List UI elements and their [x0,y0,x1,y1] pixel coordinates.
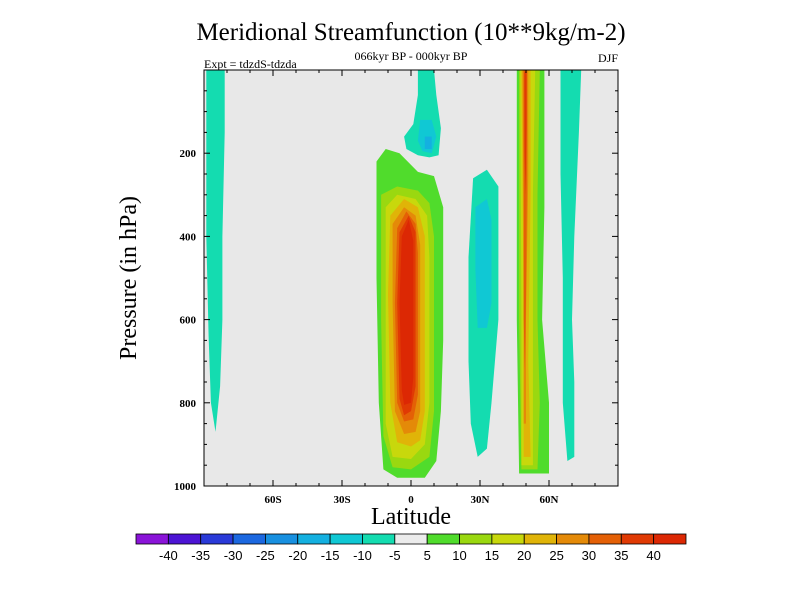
nh-polar-cell-contour [560,70,582,461]
x-tick-label: 0 [408,494,414,506]
colorbar-tick-label: -40 [159,548,178,563]
colorbar-tick-label: 20 [517,548,531,563]
nh-midlatitude-cell-contour [524,72,527,195]
x-tick-label: 60N [540,494,559,506]
colorbar-swatch [329,533,363,545]
colorbar-tick-label: 40 [646,548,660,563]
colorbar-swatch [556,533,590,545]
y-tick-label: 1000 [174,481,197,493]
nh-midlatitude-cell [516,70,549,474]
colorbar-swatch [265,533,299,545]
colorbar-swatch [653,533,687,545]
y-tick-label: 200 [180,148,197,160]
colorbar-tick-label: 5 [424,548,431,563]
colorbar-swatch [200,533,234,545]
colorbar-tick-label: -10 [353,548,372,563]
tropical-upper-cell-contour [424,136,432,149]
chart-title: Meridional Streamfunction (10**9kg/m-2) [196,19,625,46]
x-tick-label: 30N [471,494,490,506]
colorbar-swatch [523,533,557,545]
hadley-cell-contour [399,219,414,405]
axes: 60S 30S 0 30N 60N 200 400 600 800 1000 [174,70,618,506]
colorbar: -40 -35 -30 -25 -20 -15 -10 -5 5 10 15 20 25 30 35 40 [135,533,687,563]
colorbar-tick-label: -30 [224,548,243,563]
colorbar-tick-label: 30 [582,548,596,563]
x-tick-label: 60S [264,494,281,506]
colorbar-tick-label: -20 [288,548,307,563]
sh-polar-cell [206,70,225,432]
hadley-cell [376,149,444,478]
colorbar-swatch [620,533,655,545]
x-axis-label: Latitude [371,504,451,530]
colorbar-swatch [135,533,169,545]
y-tick-label: 400 [180,231,197,243]
colorbar-tick-label: -25 [256,548,275,563]
y-tick-label: 600 [180,315,197,327]
sh-polar-cell-contour [206,70,225,432]
colorbar-tick-label: 15 [485,548,499,563]
colorbar-tick-label: 25 [549,548,563,563]
colorbar-tick-label: 35 [614,548,628,563]
experiment-label: Expt = tdzdS-tdzda [204,57,297,71]
y-tick-label: 800 [180,398,197,410]
colorbar-swatch [297,533,331,545]
colorbar-tick-label: -5 [389,548,401,563]
y-axis-label: Pressure (in hPa) [116,196,142,360]
colorbar-tick-label: 10 [452,548,466,563]
nh-subtropical-cell-contour [475,199,492,328]
colorbar-swatch [362,533,396,545]
colorbar-tick-label: -35 [191,548,210,563]
colorbar-swatch [232,533,266,545]
colorbar-swatch [167,533,202,545]
colorbar-swatch [459,533,493,545]
x-tick-label: 30S [333,494,350,506]
colorbar-swatch [588,533,622,545]
tropical-upper-cell [404,70,441,158]
colorbar-swatch [394,533,428,545]
chart-subtitle: 066kyr BP - 000kyr BP [355,49,468,63]
colorbar-tick-label: -15 [321,548,340,563]
nh-subtropical-cell [468,169,499,457]
plot-area [203,69,619,487]
nh-polar-cell [560,70,582,461]
colorbar-swatch [491,533,525,545]
colorbar-swatch [426,533,460,545]
season-label: DJF [598,51,618,65]
nh-midlatitude-cell-contour [523,70,528,370]
